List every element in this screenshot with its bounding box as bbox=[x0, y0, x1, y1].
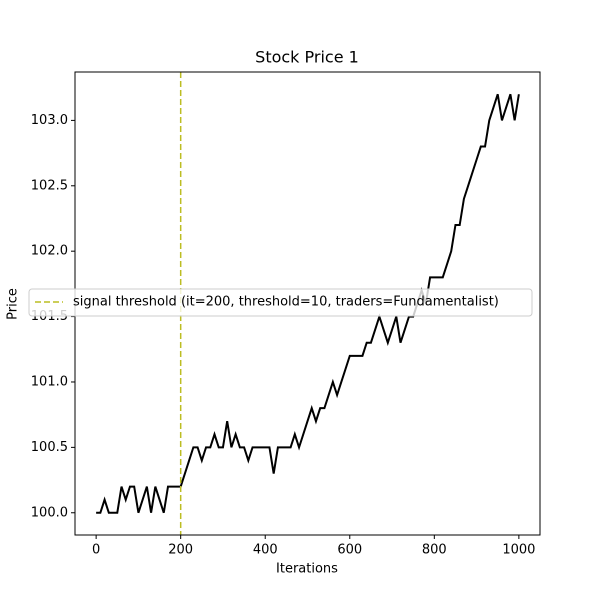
x-tick-label: 200 bbox=[168, 543, 193, 558]
y-tick-label: 102.0 bbox=[31, 244, 68, 259]
legend-label: signal threshold (it=200, threshold=10, … bbox=[73, 295, 499, 310]
x-axis-label: Iterations bbox=[276, 562, 338, 577]
price-line bbox=[96, 93, 520, 514]
y-axis-label: Price bbox=[6, 288, 21, 320]
y-tick-label: 100.0 bbox=[31, 505, 68, 520]
y-tick-label: 102.5 bbox=[31, 178, 68, 193]
x-tick-label: 800 bbox=[422, 543, 447, 558]
legend-box bbox=[28, 288, 533, 317]
y-tick-label: 100.5 bbox=[31, 440, 68, 455]
x-tick-label: 400 bbox=[253, 543, 278, 558]
y-tick-label: 103.0 bbox=[31, 113, 68, 128]
x-tick-label: 0 bbox=[92, 543, 100, 558]
chart-title: Stock Price 1 bbox=[255, 48, 359, 67]
y-tick-label: 101.0 bbox=[31, 374, 68, 389]
x-tick-label: 600 bbox=[337, 543, 362, 558]
x-tick-label: 1000 bbox=[502, 543, 535, 558]
